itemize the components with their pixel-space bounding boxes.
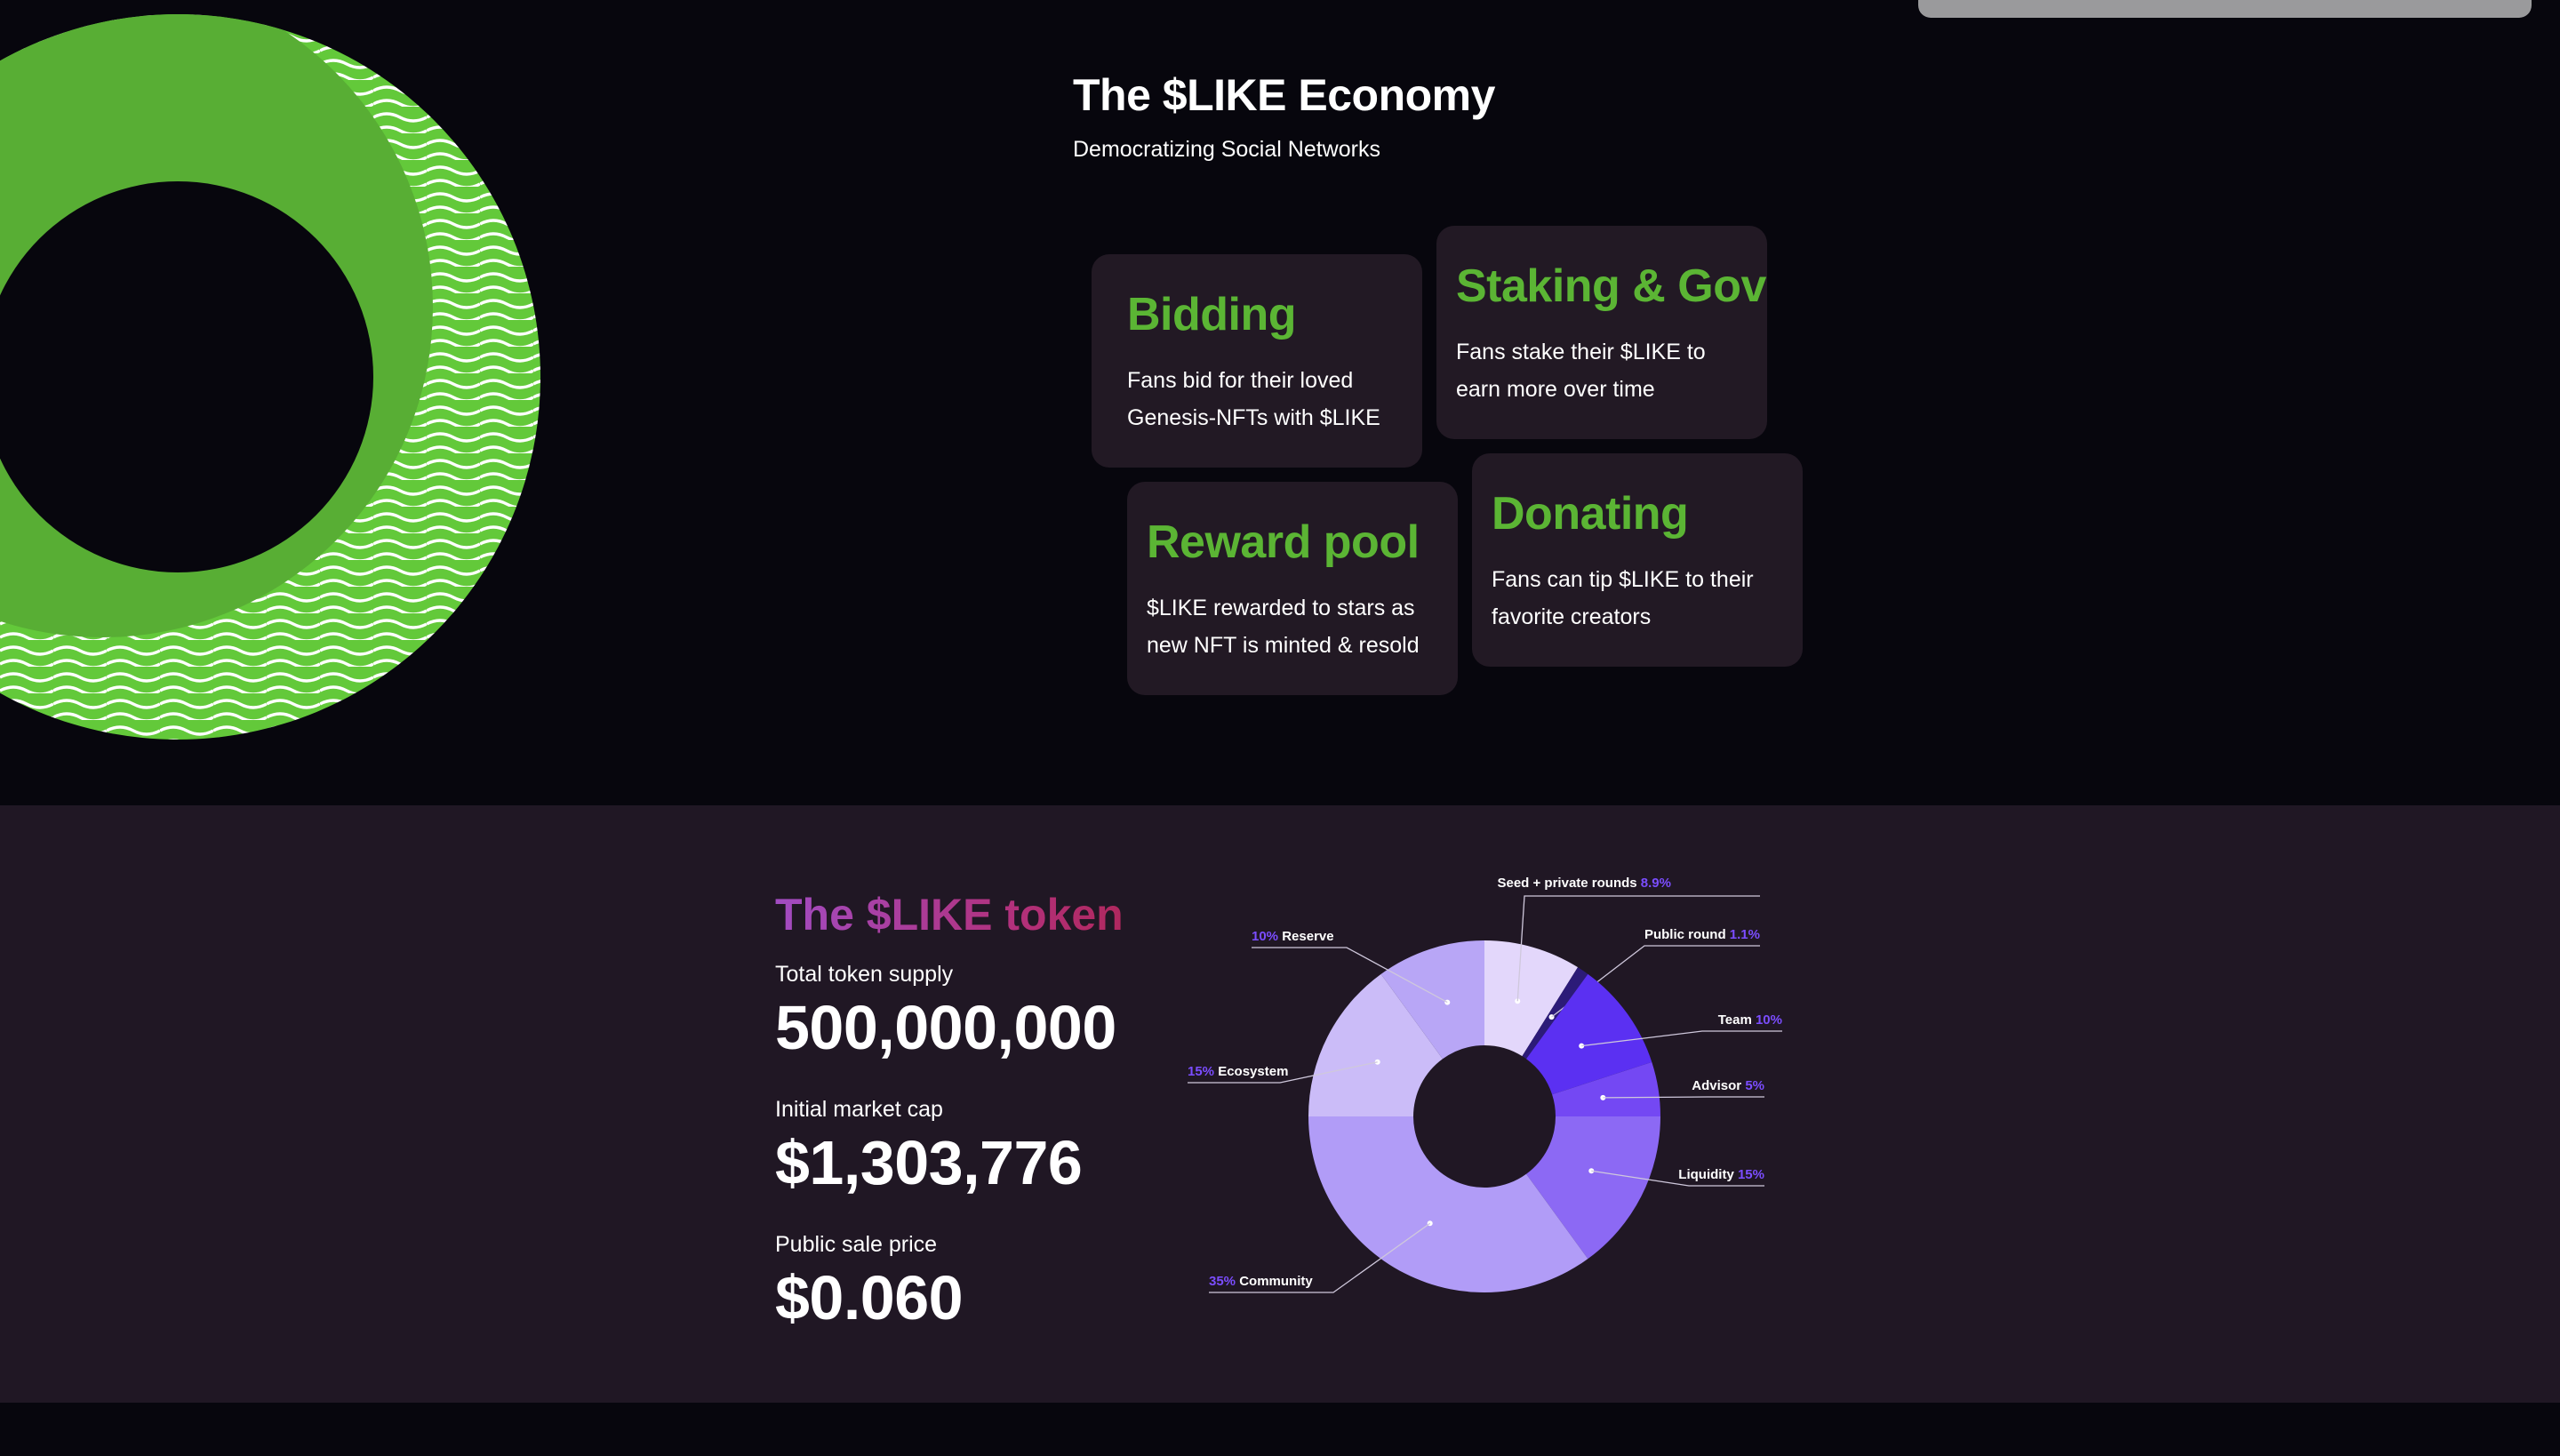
callout-dot xyxy=(1515,998,1521,1004)
card-text: Fans stake their $LIKE to earn more over… xyxy=(1456,340,1706,403)
donut-slice xyxy=(1380,940,1484,1060)
callout-line xyxy=(1591,1170,1764,1187)
donut-slice xyxy=(1308,1116,1588,1292)
stat-value-sale-price: $0.060 xyxy=(775,1263,964,1332)
callout-line xyxy=(1252,947,1448,1004)
stat-label-sale-price: Public sale price xyxy=(775,1232,938,1257)
donut-slice xyxy=(1308,973,1443,1116)
card-bidding: Bidding Fans bid for their loved Genesis… xyxy=(1092,254,1422,468)
stat-label-supply: Total token supply xyxy=(775,962,954,987)
callout-label: 15% Ecosystem xyxy=(1188,1064,1288,1079)
card-title: Reward pool xyxy=(1147,516,1420,568)
callout-label: 35% Community xyxy=(1209,1274,1313,1289)
donut-slice xyxy=(1522,967,1588,1060)
donut-slice xyxy=(1526,1116,1660,1260)
token-distribution-chart: Seed + private rounds 8.9% Public round 1… xyxy=(1188,876,1782,1293)
card-donating: Donating Fans can tip $LIKE to their fav… xyxy=(1472,453,1803,667)
stat-value-market-cap: $1,303,776 xyxy=(775,1128,1083,1197)
card-reward-pool: Reward pool $LIKE rewarded to stars as n… xyxy=(1127,482,1458,695)
bottom-strip xyxy=(0,1403,2560,1456)
callout-line xyxy=(1603,1096,1764,1099)
card-title: Staking & Gov xyxy=(1456,260,1766,312)
callout-label: Public round 1.1% xyxy=(1644,927,1760,942)
economy-subtitle: Democratizing Social Networks xyxy=(1073,137,1380,162)
card-text: Fans can tip $LIKE to their favorite cre… xyxy=(1492,567,1754,630)
card-title: Bidding xyxy=(1127,289,1297,340)
card-staking: Staking & Gov Fans stake their $LIKE to … xyxy=(1436,226,1767,439)
economy-section: The $LIKE Economy Democratizing Social N… xyxy=(0,14,1803,740)
donut-slice xyxy=(1552,1061,1660,1116)
donut-slice xyxy=(1484,940,1579,1057)
callout-label: Advisor 5% xyxy=(1692,1078,1764,1093)
callout-line xyxy=(1188,1061,1378,1084)
callout-label: Seed + private rounds 8.9% xyxy=(1497,876,1671,891)
card-title: Donating xyxy=(1492,488,1689,540)
callout-label: Team 10% xyxy=(1718,1012,1782,1028)
stat-value-supply: 500,000,000 xyxy=(775,993,1116,1062)
stat-label-market-cap: Initial market cap xyxy=(775,1097,943,1122)
callout-label: Liquidity 15% xyxy=(1678,1167,1764,1182)
top-scroll-pill[interactable] xyxy=(1918,0,2532,18)
callout-dot xyxy=(1600,1094,1606,1100)
callout-label: 10% Reserve xyxy=(1252,929,1334,944)
card-text: $LIKE rewarded to stars as new NFT is mi… xyxy=(1147,596,1420,659)
callout-dot xyxy=(1444,999,1451,1005)
economy-title: The $LIKE Economy xyxy=(1073,70,1495,120)
donut-slice xyxy=(1526,973,1652,1095)
token-section: The $LIKE token Total token supply 500,0… xyxy=(0,805,2560,1403)
card-text: Fans bid for their loved Genesis-NFTs wi… xyxy=(1127,368,1380,431)
callout-line xyxy=(1516,895,1760,1002)
callout-line xyxy=(1209,1222,1431,1293)
callout-line xyxy=(1581,1030,1782,1047)
token-title: The $LIKE token xyxy=(775,890,1124,940)
green-ring-graphic xyxy=(0,14,540,740)
callout-dot xyxy=(1588,1168,1595,1174)
